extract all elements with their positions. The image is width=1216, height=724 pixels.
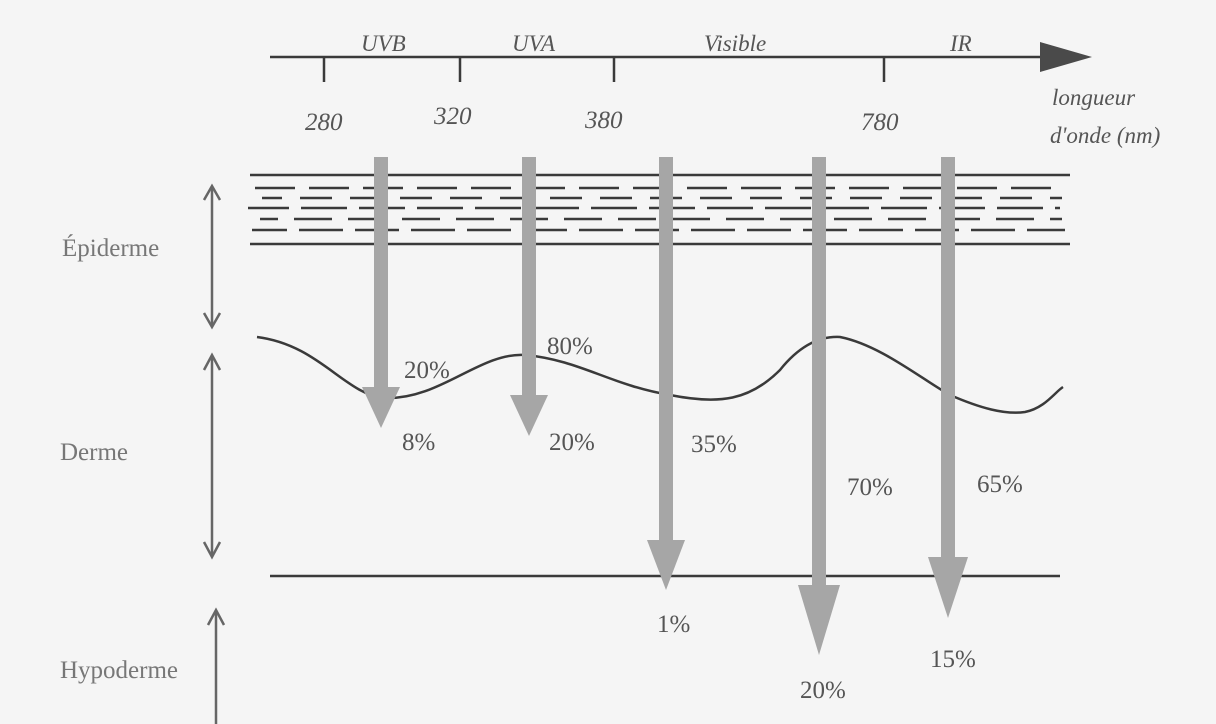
band-label-visible: Visible: [704, 31, 767, 56]
tick-label-380: 380: [585, 107, 623, 134]
layer-label-epidermis: Épiderme: [62, 235, 160, 262]
axis-label-line-1: longueur: [1052, 85, 1136, 110]
dermis-range-arrow: [202, 352, 222, 560]
band-label-uvb: UVB: [361, 31, 406, 56]
ray-uvb: [362, 157, 400, 428]
dermo-epidermal-junction: [256, 335, 1064, 414]
ray-uva: [510, 157, 548, 436]
uvb-junction-percent: 20%: [404, 357, 450, 384]
visible-long-hypodermis-percent: 20%: [800, 677, 846, 704]
tick-label-280: 280: [305, 109, 343, 136]
axis-label-line-2: d'onde (nm): [1050, 123, 1161, 148]
ray-visible-short: [647, 157, 685, 590]
band-label-ir: IR: [950, 31, 972, 56]
tick-label-780: 780: [861, 109, 899, 136]
uva-junction-percent: 80%: [547, 333, 593, 360]
ray-ir: [928, 157, 968, 618]
visible-short-hypodermis-percent: 1%: [657, 611, 691, 638]
visible-short-dermis-percent: 35%: [691, 431, 737, 458]
hypodermis-range-arrow: [206, 607, 226, 724]
visible-long-dermis-percent: 70%: [847, 474, 893, 501]
ray-visible-long: [798, 157, 840, 655]
layer-label-dermis: Derme: [60, 439, 129, 466]
epidermis-range-arrow: [202, 183, 222, 330]
tick-label-320: 320: [434, 103, 472, 130]
band-label-uva: UVA: [512, 31, 556, 56]
layer-label-hypodermis: Hypoderme: [60, 657, 179, 684]
ir-dermis-percent: 65%: [977, 471, 1023, 498]
spectrum-axis-arrowhead: [1040, 42, 1092, 72]
uvb-dermis-percent: 8%: [402, 429, 436, 456]
uva-dermis-percent: 20%: [549, 429, 595, 456]
ir-hypodermis-percent: 15%: [930, 646, 976, 673]
